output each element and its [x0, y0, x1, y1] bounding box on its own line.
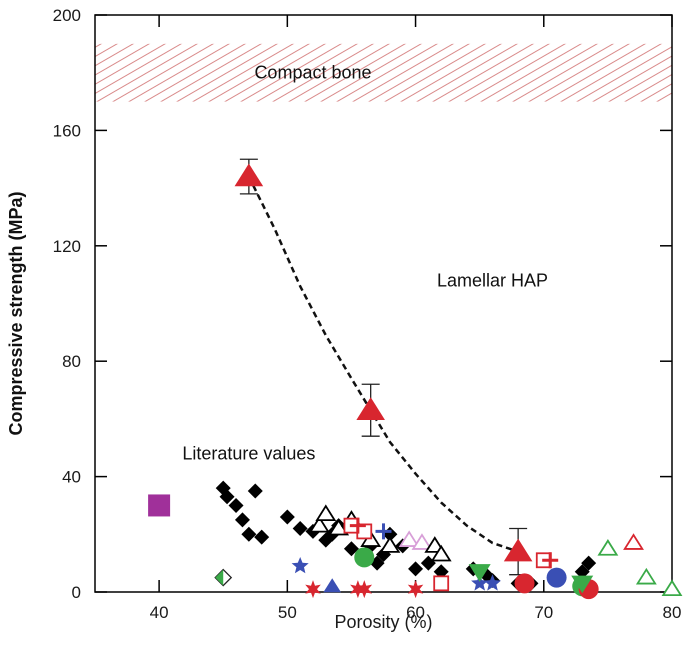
- data-point: [433, 575, 450, 592]
- data-point: [430, 544, 452, 562]
- data-point: [581, 555, 597, 571]
- data-point: [292, 521, 308, 537]
- data-point: [623, 533, 644, 550]
- data-point: [411, 533, 433, 550]
- data-point: [597, 539, 619, 556]
- x-tick-label: 80: [663, 603, 682, 622]
- data-point: [503, 538, 533, 562]
- data-point: [574, 564, 590, 580]
- data-point: [635, 567, 657, 585]
- data-point: [215, 569, 224, 586]
- x-tick-label: 40: [150, 603, 169, 622]
- text-layer: 40 50 60 70 80 0 40 80 120 160 200 Porosity (%) Comp…: [6, 6, 681, 632]
- fit-line: [247, 176, 519, 553]
- annotation: Lamellar HAP: [437, 270, 548, 290]
- data-point: [291, 557, 309, 574]
- marker-layer: [148, 163, 683, 600]
- y-tick-label: 40: [62, 468, 81, 487]
- x-tick-label: 70: [534, 603, 553, 622]
- data-point: [247, 483, 263, 499]
- data-point: [349, 517, 366, 534]
- data-point: [471, 574, 489, 591]
- data-point: [375, 523, 392, 540]
- data-point: [343, 541, 359, 557]
- data-point: [356, 580, 373, 599]
- x-axis-title: Porosity (%): [334, 612, 432, 632]
- data-point: [148, 494, 171, 517]
- data-point: [483, 574, 501, 591]
- data-point: [379, 536, 401, 553]
- data-point: [279, 509, 295, 525]
- data-point: [254, 529, 270, 545]
- region-layer: [95, 43, 672, 102]
- data-point: [514, 573, 535, 594]
- data-point: [350, 580, 366, 599]
- region-compact-bone: [95, 43, 672, 102]
- data-point: [315, 504, 337, 522]
- annotation: Literature values: [182, 444, 315, 464]
- y-axis-title: Compressive strength (MPa): [6, 191, 26, 435]
- data-point: [305, 580, 321, 599]
- data-point: [354, 547, 375, 568]
- data-point: [356, 397, 385, 420]
- y-tick-label: 160: [53, 121, 81, 140]
- data-point: [571, 575, 594, 594]
- data-point: [661, 579, 683, 597]
- data-point: [308, 515, 330, 533]
- x-tick-label: 50: [278, 603, 297, 622]
- y-tick-label: 200: [53, 6, 81, 25]
- data-point: [398, 530, 420, 547]
- y-tick-label: 80: [62, 352, 81, 371]
- plot-frame: [94, 14, 673, 593]
- data-point: [234, 512, 250, 528]
- data-point: [241, 526, 257, 542]
- data-point: [323, 578, 342, 593]
- data-point: [228, 497, 244, 513]
- data-point: [219, 489, 235, 505]
- data-point: [328, 518, 350, 536]
- data-point: [408, 561, 424, 577]
- data-point: [542, 552, 559, 569]
- data-point: [546, 567, 567, 588]
- data-point: [468, 564, 491, 582]
- data-point: [234, 163, 264, 187]
- fit-line-layer: [239, 158, 528, 576]
- data-point: [407, 580, 424, 599]
- x-tick-label: 60: [406, 603, 425, 622]
- annotation: Compact bone: [254, 63, 371, 83]
- y-tick-label: 120: [53, 237, 81, 256]
- y-tick-label: 0: [72, 583, 81, 602]
